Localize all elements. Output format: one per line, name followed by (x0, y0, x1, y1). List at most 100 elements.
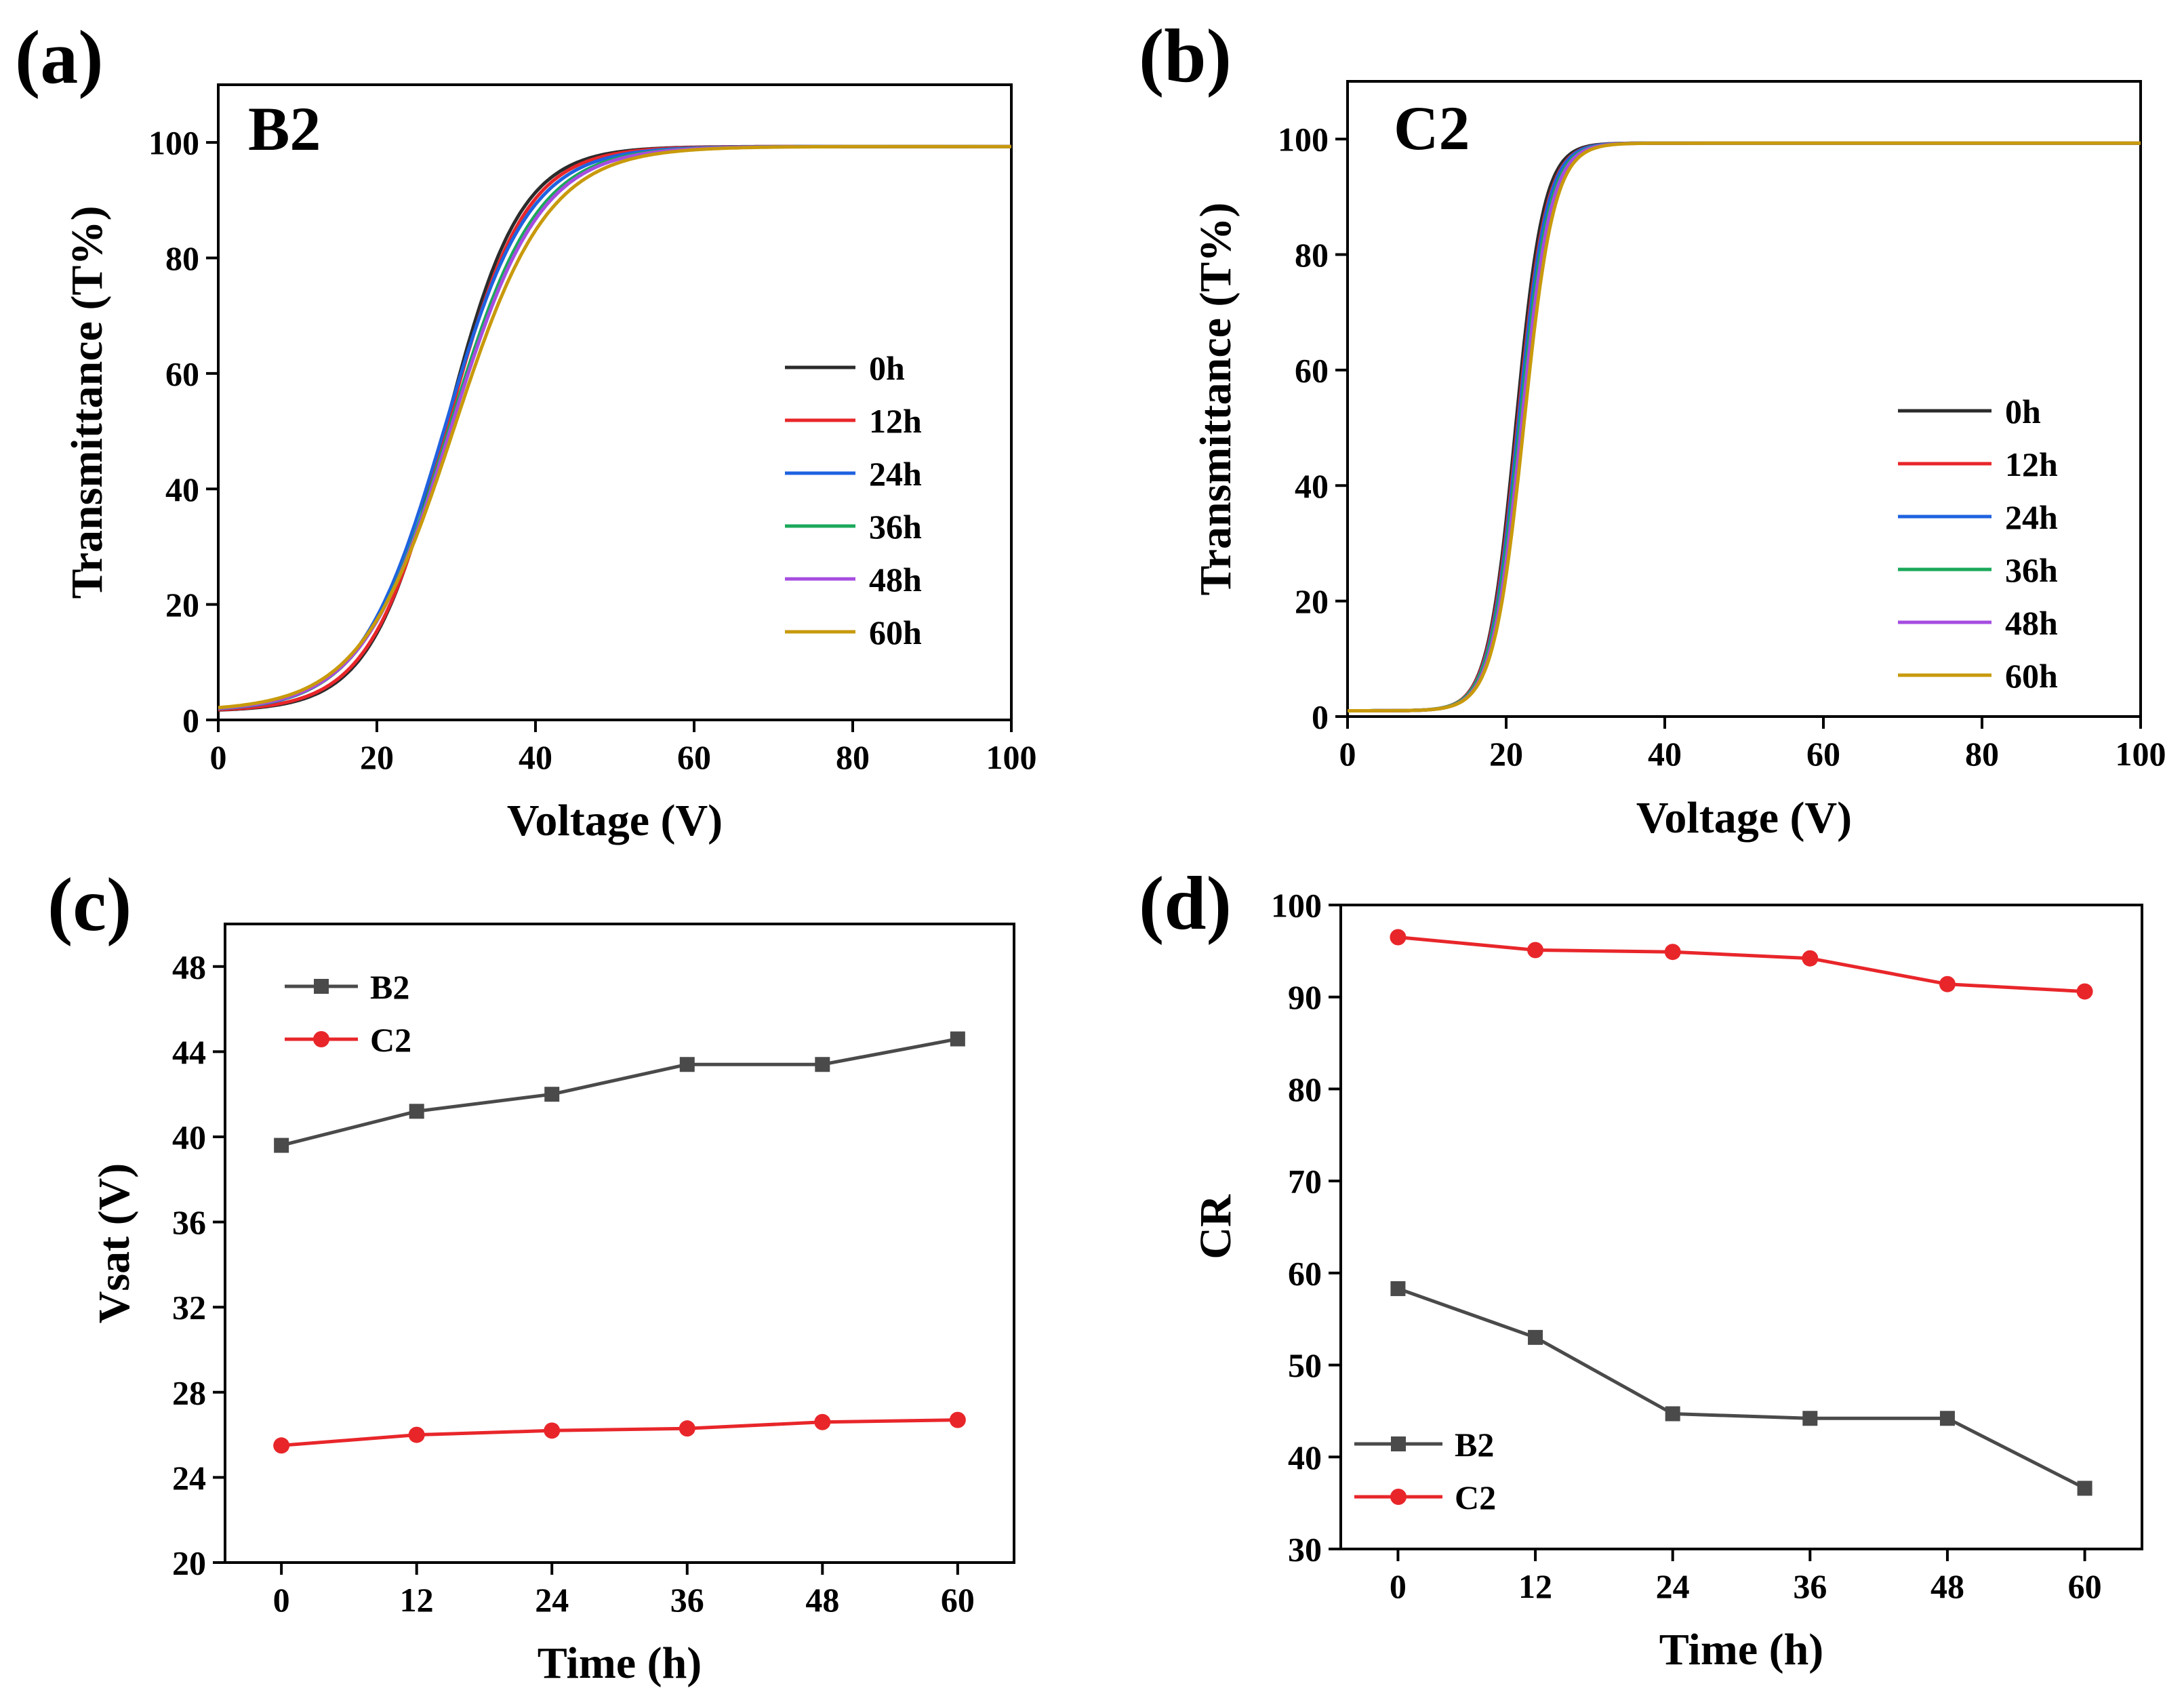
y-tick-label: 20 (165, 586, 199, 624)
series-line-c2 (1398, 935, 2085, 994)
data-point-b2 (2077, 1481, 2092, 1496)
y-tick-label: 30 (1288, 1531, 1322, 1569)
legend-label: 24h (869, 455, 922, 493)
x-tick-label: 48 (805, 1581, 839, 1619)
x-tick-label: 36 (1793, 1567, 1827, 1605)
data-point-b2 (409, 1104, 424, 1119)
legend-marker (313, 1031, 329, 1047)
x-tick-label: 60 (677, 738, 711, 776)
data-point-c2 (408, 1426, 425, 1443)
x-tick-label: 80 (1965, 735, 1999, 773)
y-tick-label: 40 (1288, 1438, 1322, 1476)
x-tick-label: 24 (535, 1581, 569, 1619)
y-tick-label: 60 (1295, 351, 1329, 389)
y-tick-label: 100 (148, 124, 199, 162)
legend-label: B2 (1455, 1426, 1494, 1464)
data-point-c2 (544, 1422, 561, 1439)
panel-label: (b) (1139, 14, 1232, 98)
y-tick-label: 0 (182, 702, 199, 740)
data-point-b2 (1939, 1411, 1955, 1426)
legend-label: 36h (2005, 551, 2058, 589)
y-axis-label: Transmittance (T%) (1191, 203, 1240, 596)
y-tick-label: 40 (1295, 467, 1329, 505)
x-tick-label: 12 (400, 1581, 434, 1619)
x-tick-label: 0 (210, 738, 227, 776)
x-axis-label: Time (h) (538, 1638, 702, 1688)
y-axis-label: Transmittance (T%) (62, 206, 112, 599)
data-point-b2 (274, 1138, 289, 1153)
plot-title: B2 (248, 94, 321, 163)
legend-marker (1390, 1489, 1407, 1505)
x-axis-label: Voltage (V) (507, 796, 723, 845)
y-tick-label: 36 (172, 1203, 206, 1241)
x-tick-label: 0 (1390, 1567, 1407, 1605)
data-point-b2 (1390, 1281, 1406, 1296)
x-tick-label: 12 (1518, 1567, 1552, 1605)
data-point-b2 (1528, 1329, 1543, 1345)
y-tick-label: 20 (172, 1544, 206, 1582)
legend-label: 12h (869, 402, 922, 440)
data-point-c2 (1939, 975, 1956, 992)
panel-label: (d) (1139, 862, 1232, 946)
y-tick-label: 70 (1288, 1163, 1322, 1201)
legend-label: 48h (869, 561, 922, 599)
y-tick-label: 100 (1278, 121, 1329, 159)
plot-frame (1339, 904, 2143, 1550)
legend-label: 0h (869, 349, 905, 387)
y-tick-label: 0 (1312, 698, 1329, 736)
chart-panel-b: 0 20 40 60 80 100 0 20 40 60 80 100 Voltage (V) Trans… (1139, 14, 2166, 843)
legend-label: C2 (1455, 1478, 1496, 1516)
series-line-b2 (281, 1037, 958, 1148)
x-tick-label: 60 (941, 1581, 975, 1619)
chart-panel-a: 0 20 40 60 80 100 0 20 40 60 80 100 Voltage (V) Trans… (15, 16, 1037, 845)
data-point-c2 (814, 1413, 831, 1430)
data-point-c2 (1527, 942, 1544, 959)
y-tick-label: 90 (1288, 978, 1322, 1016)
x-tick-label: 60 (2068, 1567, 2102, 1605)
x-tick-label: 100 (2116, 735, 2166, 773)
data-point-b2 (679, 1057, 695, 1072)
y-tick-label: 50 (1288, 1346, 1322, 1384)
y-tick-label: 28 (172, 1373, 206, 1411)
legend-label: 12h (2005, 445, 2058, 483)
y-tick-label: 80 (1295, 236, 1329, 274)
y-tick-label: 24 (172, 1459, 206, 1497)
y-tick-label: 40 (165, 470, 199, 508)
data-point-c2 (1390, 929, 1407, 946)
data-point-c2 (949, 1411, 966, 1428)
panel-label: (a) (15, 16, 104, 100)
y-tick-label: 20 (1295, 582, 1329, 620)
y-tick-label: 80 (165, 239, 199, 277)
y-tick-label: 32 (172, 1289, 206, 1327)
y-tick-label: 44 (172, 1033, 206, 1071)
x-axis-label: Voltage (V) (1636, 793, 1852, 843)
data-point-c2 (2076, 983, 2093, 1000)
y-tick-label: 100 (1271, 887, 1322, 925)
legend-marker (1391, 1436, 1406, 1451)
legend-marker (314, 979, 329, 994)
data-point-b2 (1802, 1411, 1818, 1426)
legend-label: B2 (370, 968, 409, 1006)
y-tick-label: 60 (1288, 1254, 1322, 1292)
legend-label: 60h (869, 613, 922, 651)
legend-label: 36h (869, 508, 922, 546)
data-point-b2 (1665, 1406, 1680, 1422)
x-tick-label: 20 (360, 738, 394, 776)
x-tick-label: 36 (670, 1581, 704, 1619)
series-line-c2 (281, 1418, 958, 1447)
legend-label: C2 (370, 1021, 411, 1059)
x-tick-label: 24 (1656, 1567, 1690, 1605)
data-point-c2 (273, 1437, 290, 1454)
x-tick-label: 40 (519, 738, 552, 776)
y-axis-label: CR (1191, 1194, 1240, 1260)
x-tick-label: 100 (986, 738, 1037, 776)
x-axis-label: Time (h) (1659, 1625, 1824, 1674)
y-tick-label: 48 (172, 948, 206, 986)
x-tick-label: 40 (1648, 735, 1682, 773)
x-tick-label: 0 (273, 1581, 290, 1619)
chart-panel-d: 0 12 24 36 48 60 30 40 50 60 70 80 90 100 Time (h) CR (d… (1139, 862, 2143, 1674)
data-point-b2 (815, 1057, 830, 1072)
legend-label: 24h (2005, 498, 2058, 536)
data-point-c2 (679, 1420, 695, 1437)
